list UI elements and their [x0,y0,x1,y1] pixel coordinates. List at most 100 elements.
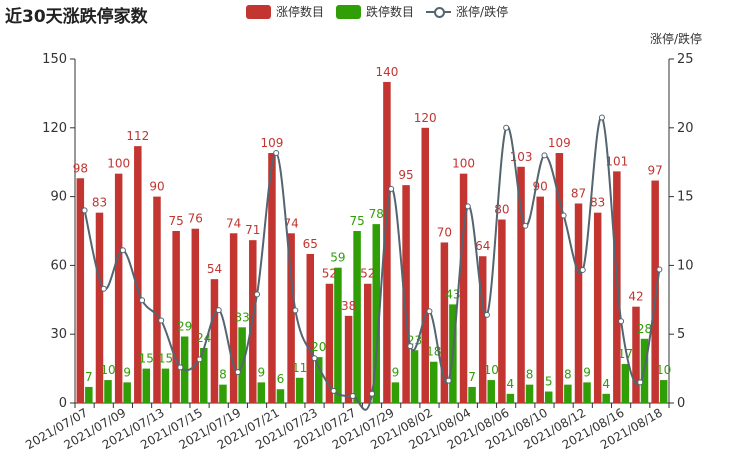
bar-limit-down [583,382,591,403]
ratio-point [215,307,222,314]
data-label-limit-down: 20 [311,340,326,354]
ratio-point [560,212,567,219]
y-left-tick-label: 150 [42,52,67,67]
bar-limit-down [104,380,112,403]
data-label-limit-up: 109 [260,136,283,150]
data-label-limit-down: 78 [369,207,384,221]
legend-item-ratio[interactable]: 涨停/跌停 [426,3,508,20]
right-axis-name: 涨停/跌停 [649,32,702,46]
bar-limit-down [161,368,170,403]
bar-limit-down [257,382,266,403]
ratio-point [503,124,510,131]
data-label-limit-up: 100 [452,157,475,171]
bar-limit-up [440,242,449,403]
legend-label-limit-up: 涨停数目 [276,5,325,19]
data-label-limit-down: 9 [583,365,591,379]
bar-limit-down [295,377,304,403]
legend: 涨停数目 跌停数目 涨停/跌停 [246,3,508,20]
bar-limit-up [383,81,391,403]
ratio-point [483,311,490,318]
bar-limit-down [468,386,476,403]
bar-limit-up [593,212,602,403]
ratio-point [119,247,126,254]
ratio-point [598,114,605,121]
data-label-limit-down: 28 [637,322,652,336]
legend-item-limit-up[interactable]: 涨停数目 [246,3,324,20]
ratio-point [177,364,184,371]
data-label-limit-down: 4 [507,377,515,391]
data-label-limit-down: 4 [602,377,610,391]
data-label-limit-up: 95 [398,168,413,182]
ratio-point [158,317,165,324]
bar-limit-up [191,228,200,403]
legend-label-ratio: 涨停/跌停 [456,5,509,19]
data-label-limit-up: 90 [149,180,164,194]
y-right-tick-label: 15 [677,190,694,205]
data-label-limit-up: 64 [475,239,490,253]
bar-limit-down [276,389,285,403]
ratio-line [83,116,661,411]
data-label-limit-up: 38 [341,299,356,313]
y-left-tick-label: 0 [59,396,67,411]
ratio-point [196,356,203,363]
data-label-limit-up: 70 [437,225,452,239]
bar-limit-up [402,185,410,403]
ratio-point [139,297,146,304]
ratio-point [464,203,471,210]
bar-limit-down [219,384,227,403]
data-label-limit-down: 7 [85,370,93,384]
bar-limit-up [95,212,104,403]
bar-limit-down [602,393,610,403]
y-right-tick-label: 5 [677,327,685,342]
legend-swatch-limit-up [246,4,271,19]
data-label-limit-up: 140 [375,65,398,79]
ratio-point [579,266,586,273]
bar-limit-up [651,180,659,403]
ratio-point [292,307,299,314]
y-left-tick-label: 30 [50,327,67,342]
data-label-limit-down: 8 [564,368,572,382]
bar-limit-up [574,203,583,403]
bar-limit-up [172,231,180,403]
bar-limit-up [325,283,334,403]
ratio-point [637,379,644,386]
data-label-limit-up: 65 [303,237,318,251]
data-label-limit-up: 109 [548,136,571,150]
bar-limit-down [353,231,361,403]
data-label-limit-up: 87 [571,186,586,200]
chart-title: 近30天涨跌停家数 [5,7,148,27]
data-label-limit-up: 83 [590,196,605,210]
ratio-point [388,185,395,192]
data-label-limit-up: 120 [414,111,437,125]
bar-limit-up [421,127,429,404]
data-label-limit-up: 71 [245,223,260,237]
bar-limit-up [268,153,276,403]
data-label-limit-down: 15 [158,352,173,366]
bar-limit-up [478,256,487,403]
bar-limit-up [459,173,468,403]
ratio-point [349,392,356,399]
legend-swatch-limit-down [336,4,362,19]
legend-label-limit-down: 跌停数目 [366,5,415,19]
bar-limit-down [85,386,93,403]
bar-limit-up [287,233,295,403]
data-label-limit-up: 98 [73,161,88,175]
bar-limit-down [200,347,208,403]
bar-limit-up [210,279,219,403]
bar-limit-up [229,233,238,403]
legend-item-limit-down[interactable]: 跌停数目 [336,3,414,20]
ratio-point [100,285,107,292]
bar-limit-down [391,382,400,403]
bar-limit-down [315,357,323,403]
ratio-point [369,390,375,397]
data-label-limit-down: 5 [545,375,553,389]
bar-limit-down [123,382,131,403]
legend-swatch-ratio [426,5,452,19]
bar-limit-down [564,384,572,403]
data-label-limit-up: 42 [628,290,643,304]
bar-limit-up [76,178,85,403]
ratio-point [618,318,625,325]
bar-limit-down [142,368,151,403]
bar-limit-down [410,350,419,403]
